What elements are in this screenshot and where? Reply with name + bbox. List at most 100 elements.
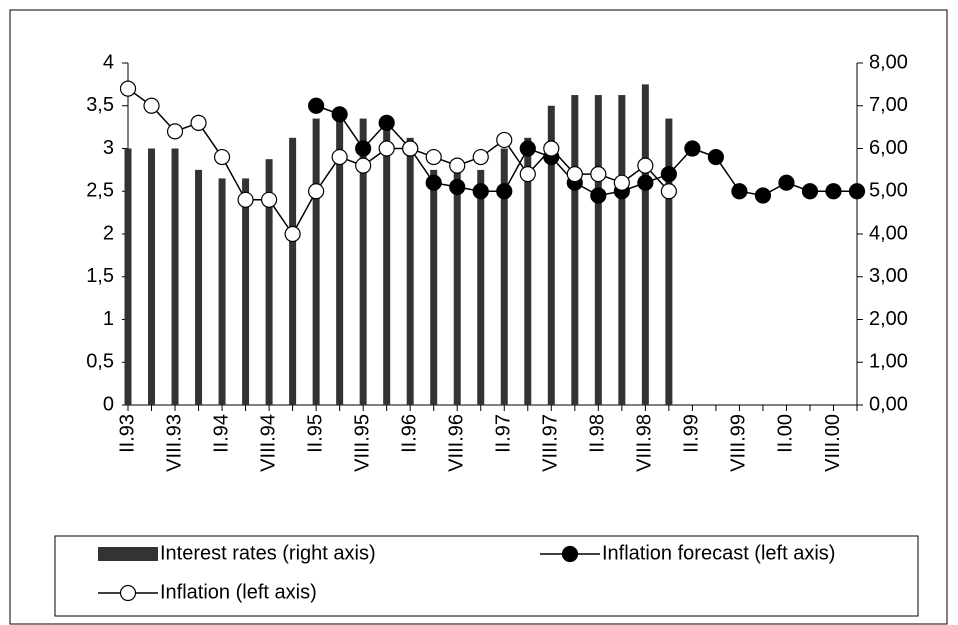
y-tick-label: 3 <box>103 137 114 159</box>
y2-tick-label: 7,00 <box>869 94 908 116</box>
y-tick-label: 1,5 <box>86 265 114 287</box>
bar <box>477 169 485 405</box>
bar <box>171 148 179 405</box>
marker <box>637 174 654 191</box>
marker <box>190 114 207 131</box>
x-tick-label: II.95 <box>304 414 326 453</box>
bar <box>336 118 344 405</box>
marker <box>237 191 254 208</box>
marker <box>778 174 795 191</box>
y2-tick-label: 5,00 <box>869 180 908 202</box>
marker <box>566 166 583 183</box>
bar <box>665 118 673 405</box>
x-tick-label: II.96 <box>398 414 420 453</box>
x-tick-label: VIII.95 <box>351 414 373 472</box>
x-tick-label: VIII.93 <box>163 414 185 472</box>
x-tick-label: II.93 <box>116 414 138 453</box>
bar <box>124 148 132 405</box>
x-tick-label: II.00 <box>775 414 797 453</box>
marker <box>472 148 489 166</box>
marker <box>449 178 466 196</box>
bar <box>148 148 156 405</box>
marker <box>731 183 748 200</box>
y-tick-label: 3,5 <box>86 94 114 116</box>
x-tick-label: VIII.99 <box>728 414 750 472</box>
x-tick-label: VIII.94 <box>257 414 279 472</box>
marker <box>143 97 160 114</box>
y-tick-label: 1 <box>103 308 114 330</box>
marker <box>331 106 348 123</box>
y2-tick-label: 0,00 <box>869 393 908 415</box>
bar <box>406 137 414 405</box>
bar <box>218 178 226 405</box>
bar <box>359 118 367 405</box>
marker <box>378 140 395 157</box>
legend-box <box>54 535 919 617</box>
y-tick-label: 0 <box>103 393 114 415</box>
x-tick-label: VIII.96 <box>446 414 468 472</box>
x-tick-label: VIII.98 <box>634 414 656 472</box>
y-tick-label: 4 <box>103 51 114 73</box>
bar <box>383 118 391 405</box>
marker <box>590 166 607 183</box>
y-tick-label: 0,5 <box>86 351 114 373</box>
x-tick-label: II.94 <box>210 414 232 453</box>
bar <box>524 137 532 405</box>
marker <box>707 148 725 166</box>
bar <box>453 169 461 405</box>
bar <box>571 95 579 405</box>
legend-marker <box>119 584 137 602</box>
marker <box>801 183 819 200</box>
marker <box>308 97 325 114</box>
marker <box>449 157 466 174</box>
marker <box>519 166 536 183</box>
y2-tick-label: 2,00 <box>869 308 908 330</box>
x-tick-label: VIII.00 <box>822 414 844 472</box>
marker <box>284 225 301 243</box>
bar <box>547 105 555 405</box>
marker <box>660 166 677 183</box>
bar <box>641 84 649 405</box>
marker <box>590 187 607 204</box>
marker <box>519 140 536 157</box>
marker <box>378 114 395 131</box>
marker <box>308 183 325 200</box>
marker <box>660 183 677 200</box>
y2-tick-label: 6,00 <box>869 137 908 159</box>
x-tick-label: II.98 <box>587 414 609 453</box>
marker <box>496 183 513 200</box>
bar <box>195 169 203 405</box>
legend-swatch <box>98 547 158 561</box>
legend-marker <box>561 545 579 563</box>
y-tick-label: 2 <box>103 222 114 244</box>
y2-tick-label: 3,00 <box>869 265 908 287</box>
marker <box>613 174 630 191</box>
marker <box>825 183 842 200</box>
marker <box>355 140 372 157</box>
marker <box>425 174 442 191</box>
bar <box>289 137 297 405</box>
x-tick-label: VIII.97 <box>540 414 562 472</box>
marker <box>496 131 513 149</box>
marker <box>331 148 348 166</box>
marker <box>213 148 231 166</box>
bar <box>312 118 320 405</box>
y2-tick-label: 8,00 <box>869 51 908 73</box>
bar <box>242 178 250 405</box>
marker <box>425 148 442 166</box>
y2-tick-label: 4,00 <box>869 222 908 244</box>
bar <box>618 95 626 405</box>
legend-label: Interest rates (right axis) <box>160 542 376 564</box>
marker <box>355 157 372 174</box>
bar <box>594 95 602 405</box>
bar <box>430 169 438 405</box>
line <box>315 105 857 197</box>
bar <box>500 148 508 405</box>
legend-label: Inflation forecast (left axis) <box>602 542 835 564</box>
line <box>127 88 670 236</box>
y2-tick-label: 1,00 <box>869 351 908 373</box>
x-tick-label: II.97 <box>493 414 515 453</box>
marker <box>119 80 137 97</box>
marker <box>754 187 772 204</box>
